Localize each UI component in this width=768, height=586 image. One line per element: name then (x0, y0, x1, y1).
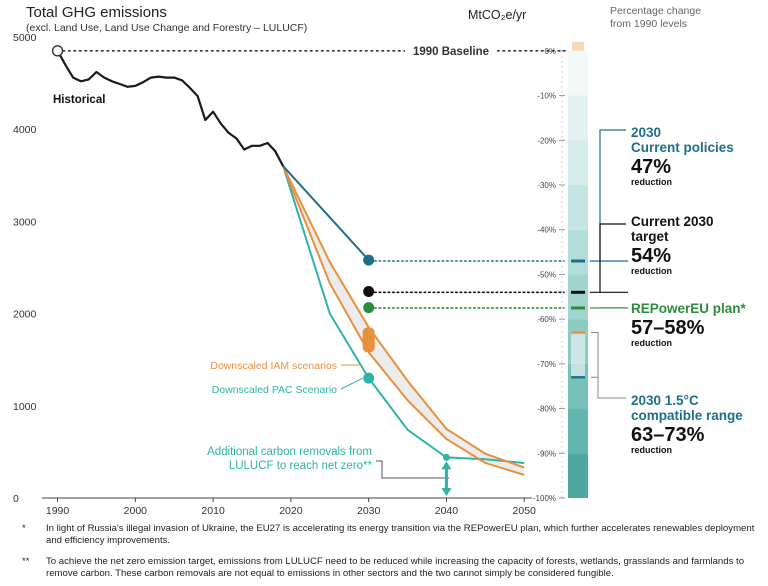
chart-title: Total GHG emissions (26, 4, 167, 21)
repowereu-value: 57–58% (631, 316, 705, 339)
pct-tick-label: -90% (537, 449, 556, 458)
range-column-highlight (571, 332, 585, 378)
removals-arrow-down (441, 488, 452, 496)
annotation-repowereu: REPowerEU plan* 57–58% reduction (631, 301, 746, 349)
removals-label-line1: Additional carbon removals from (207, 446, 372, 458)
range-bracket (591, 332, 599, 378)
current-policies-line (282, 165, 370, 261)
pac-label-leader (340, 377, 363, 390)
current-target-note: reduction (631, 265, 673, 276)
iam-upper-line (282, 165, 525, 469)
x-tick-label: 2000 (124, 505, 148, 517)
current-policies-bend (599, 129, 626, 261)
removals-point (442, 453, 450, 461)
removals-label-line2: LULUCF to reach net zero** (229, 460, 373, 472)
x-tick-label: 1990 (46, 505, 70, 517)
pct-tick-label: -60% (537, 315, 556, 324)
pct-tick-label: -100% (533, 494, 556, 503)
pct-header-line1: Percentage change (610, 5, 702, 17)
unit-label: MtCO₂e/yr (468, 8, 527, 22)
repowereu-note: reduction (631, 337, 673, 348)
iam-label: Downscaled IAM scenarios (210, 360, 337, 372)
repowereu-line1: REPowerEU plan* (631, 301, 746, 316)
pct-header-line2: from 1990 levels (610, 18, 688, 30)
current-policies-line1: 2030 (631, 125, 662, 140)
annotation-current-policies: 2030 Current policies 47% reduction (631, 125, 734, 188)
x-tick-label: 2010 (201, 505, 225, 517)
repowereu-point (363, 302, 375, 314)
range-note: reduction (631, 444, 673, 455)
chart-subtitle: (excl. Land Use, Land Use Change and For… (26, 22, 308, 34)
iam-2030-range-marker (362, 327, 375, 353)
baseline-point (51, 45, 64, 57)
pct-tick-label: -10% (537, 92, 556, 101)
pct-tick-label: -30% (537, 181, 556, 190)
pct-tick-label: -20% (537, 136, 556, 145)
baseline-label: 1990 Baseline (413, 46, 489, 58)
annotation-range: 2030 1.5°C compatible range 63–73% reduc… (631, 393, 743, 456)
current-target-value: 54% (631, 244, 672, 267)
x-tick-label: 2040 (435, 505, 459, 517)
baseline-label-bg (405, 42, 497, 57)
current-policies-line2: Current policies (631, 139, 734, 155)
pct-column-band (568, 274, 588, 320)
range-value: 63–73% (631, 423, 705, 446)
pct-tick-label: -40% (537, 226, 556, 235)
pct-column-cap (572, 41, 584, 51)
pct-column-band (568, 50, 588, 96)
iam-lower-line (282, 165, 525, 476)
historical-label: Historical (53, 94, 105, 106)
removals-arrow-up (441, 461, 452, 470)
emissions-chart: 0 1000 2000 3000 4000 5000 1990 2000 2010 2020 203… (13, 32, 628, 517)
current-target-bend (599, 223, 626, 293)
current-policies-note: reduction (631, 176, 673, 187)
current-target-point (363, 285, 375, 297)
range-leader (597, 354, 626, 399)
percentage-axis-header: Percentage change from 1990 levels (610, 5, 701, 31)
current-target-line1: Current 2030 (631, 214, 714, 229)
pct-tick-label: 0% (544, 47, 556, 56)
removals-leader (376, 460, 449, 479)
pct-column-band (568, 95, 588, 141)
y-tick-label: 1000 (13, 401, 37, 413)
pct-column-band (568, 184, 588, 230)
current-policies-value: 47% (631, 155, 672, 178)
current-policies-point (363, 254, 375, 266)
footnote-1-mark: * (22, 523, 26, 534)
y-tick-label: 5000 (13, 32, 37, 44)
pct-column-band (568, 229, 588, 275)
annotation-current-target: Current 2030 target 54% reduction (631, 214, 714, 277)
iam-band (283, 166, 525, 475)
pac-scenario-line (282, 165, 525, 464)
footnote-2: ** To achieve the net zero emission targ… (22, 556, 762, 580)
range-line2: compatible range (631, 407, 743, 423)
footnote-1: * In light of Russia's illegal invasion … (22, 523, 762, 547)
pac-point (363, 372, 375, 384)
x-tick-label: 2020 (279, 505, 303, 517)
pct-tick-label: -70% (537, 360, 556, 369)
x-tick-label: 2030 (357, 505, 381, 517)
current-target-line2: target (631, 228, 669, 244)
footnote-2-text: To achieve the net zero emission target,… (46, 556, 745, 579)
historical-line (56, 50, 285, 167)
y-tick-label: 0 (13, 493, 19, 505)
y-tick-label: 3000 (13, 216, 37, 228)
range-line1: 2030 1.5°C (631, 393, 699, 408)
x-tick-label: 2050 (513, 505, 537, 517)
pct-column-band (568, 453, 588, 498)
pct-column-band (568, 408, 588, 454)
pct-column-band (568, 140, 588, 185)
pct-tick-label: -50% (537, 270, 556, 279)
footnote-2-mark: ** (22, 556, 30, 567)
footnote-1-text: In light of Russia's illegal invasion of… (46, 523, 755, 546)
y-tick-label: 4000 (13, 124, 37, 136)
y-tick-label: 2000 (13, 309, 37, 321)
pct-tick-label: -80% (537, 405, 556, 414)
pac-label: Downscaled PAC Scenario (212, 384, 337, 396)
